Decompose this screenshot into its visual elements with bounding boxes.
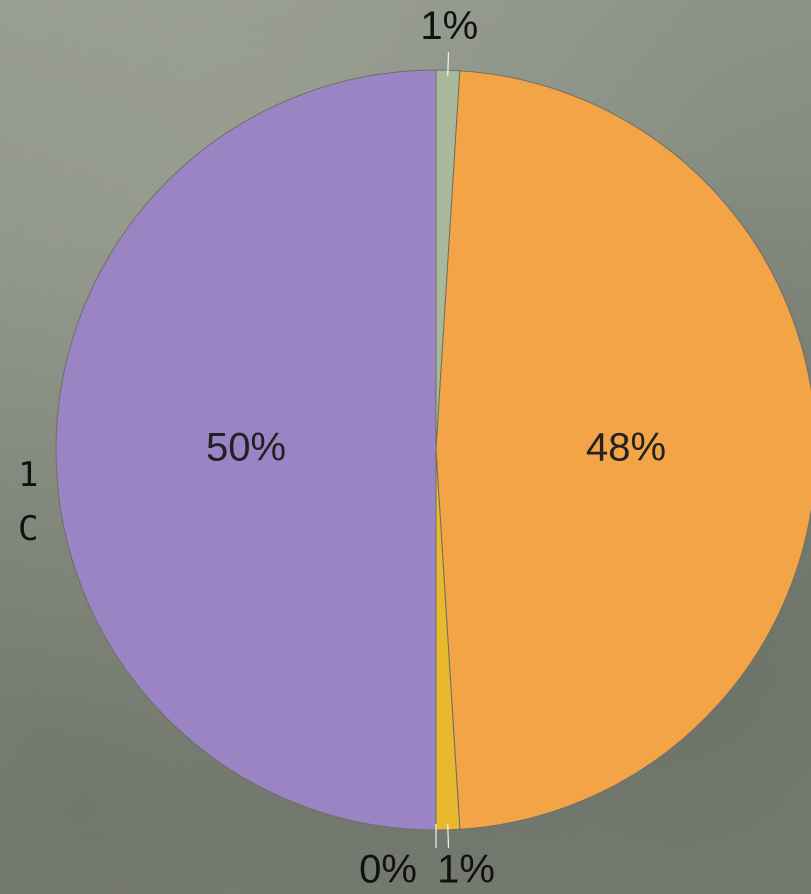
leader-lines xyxy=(435,52,450,848)
slice-label-2: 48% xyxy=(586,426,666,470)
slice-label-1: 1% xyxy=(420,4,478,48)
slice-labels: 1% 48% 1% 0% 50% xyxy=(206,4,666,892)
slice-label-4: 0% xyxy=(359,848,417,892)
slice-label-3: 1% xyxy=(437,847,495,891)
pie-slices xyxy=(55,69,811,831)
slice-label-5: 50% xyxy=(206,426,286,470)
left-edge-text-1: 1 xyxy=(18,455,39,495)
pie-slice-5 xyxy=(55,69,437,831)
left-edge-text-2: C xyxy=(18,509,39,549)
pie-slice-2 xyxy=(435,70,811,830)
leader-line-1 xyxy=(447,52,450,77)
leader-line-3 xyxy=(447,823,450,848)
